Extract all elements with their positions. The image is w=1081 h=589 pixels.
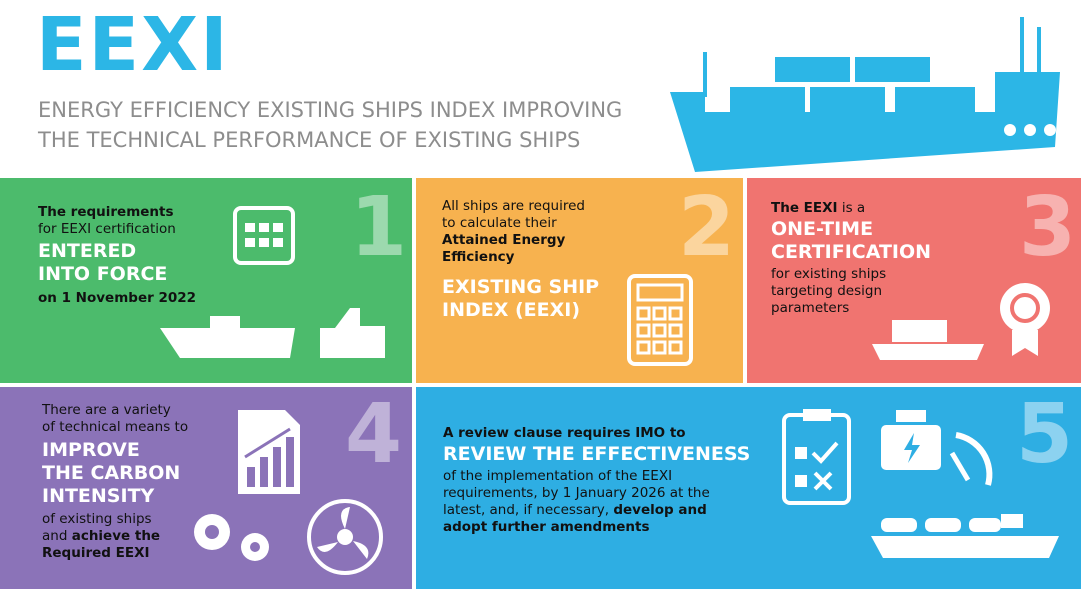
title: EEXI <box>36 2 230 88</box>
panel-number: 5 <box>1016 387 1074 482</box>
text-line: EXISTING SHIP <box>442 276 600 298</box>
propeller-icon <box>307 499 383 575</box>
text-line: THE CARBON <box>42 462 181 484</box>
text-line: CERTIFICATION <box>771 241 932 263</box>
panel-number: 2 <box>678 180 736 275</box>
text-segment: achieve the <box>71 528 161 544</box>
panel-2: 2 All ships are required to calculate th… <box>416 178 743 383</box>
text-line: REVIEW THE EFFECTIVENESS <box>443 443 751 465</box>
subtitle: ENERGY EFFICIENCY EXISTING SHIPS INDEX I… <box>38 98 623 122</box>
text-line: There are a variety <box>42 402 171 418</box>
text-line: for existing ships <box>771 266 887 282</box>
text-line: to calculate their <box>442 215 557 231</box>
text-line: on 1 November 2022 <box>38 290 197 306</box>
text-line: Attained Energy <box>442 232 566 248</box>
text-line: Required EEXI <box>42 545 150 561</box>
text-line: The requirements <box>38 204 174 220</box>
text-segment: The EEXI <box>771 200 838 216</box>
text-line: A review clause requires IMO to <box>443 425 686 441</box>
text-line: INDEX (EEXI) <box>442 299 581 321</box>
panel-number: 1 <box>350 180 408 275</box>
text-line: targeting design <box>771 283 882 299</box>
text-line: ONE-TIME <box>771 218 874 240</box>
ship-icon <box>670 17 1060 172</box>
text-segment: develop and <box>613 502 707 518</box>
gears-icon <box>194 514 269 561</box>
text-line: IMPROVE <box>42 439 140 461</box>
text-segment: and <box>42 528 72 544</box>
panel-4: 4 There are a variety of technical means… <box>0 387 412 589</box>
car-carrier-icon <box>871 514 1059 558</box>
text-line: INTENSITY <box>42 485 155 507</box>
text-line: of technical means to <box>42 419 189 435</box>
subtitle: THE TECHNICAL PERFORMANCE OF EXISTING SH… <box>38 128 581 152</box>
text-line: of the implementation of the EEXI <box>443 468 673 484</box>
panel-5: 5 A review clause requires IMO to REVIEW… <box>416 387 1081 589</box>
engine-icon <box>881 410 993 486</box>
text-line: parameters <box>771 300 850 316</box>
text-line: Efficiency <box>442 249 515 265</box>
text-line: requirements, by 1 January 2026 at the <box>443 485 710 501</box>
ship-icon <box>160 308 385 358</box>
ship-icon <box>872 320 984 360</box>
award-icon <box>1000 283 1050 356</box>
checklist-icon <box>782 409 851 505</box>
panel-number: 4 <box>345 387 403 482</box>
panel-number: 3 <box>1019 180 1077 275</box>
text-line: INTO FORCE <box>38 263 168 285</box>
text-line: ENTERED <box>38 240 137 262</box>
panel-1: 1 The requirements for EEXI certificatio… <box>0 178 412 383</box>
text-line: for EEXI certification <box>38 221 176 237</box>
text-line: All ships are required <box>442 198 585 214</box>
text-segment: is a <box>837 200 866 216</box>
text-segment: latest, and, if necessary, <box>443 502 614 518</box>
calendar-icon <box>233 206 295 265</box>
calculator-icon <box>627 274 693 366</box>
growth-chart-icon <box>238 410 300 494</box>
text-line: adopt further amendments <box>443 519 650 535</box>
text-line: of existing ships <box>42 511 152 527</box>
panel-3: 3 The EEXI is a ONE-TIME CERTIFICATION f… <box>747 178 1081 383</box>
